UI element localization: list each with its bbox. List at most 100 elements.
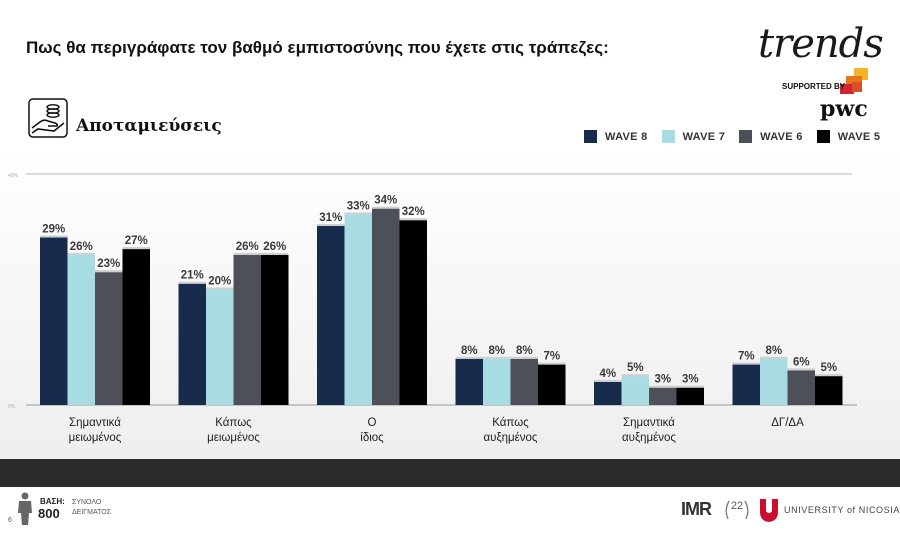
footer-band (0, 459, 900, 487)
data-label: 29% (42, 224, 65, 236)
bar (483, 358, 511, 405)
anniversary-laurel-icon (725, 500, 749, 520)
anniversary-number: 22 (730, 500, 744, 512)
legend-item-wave6: WAVE 6 (739, 130, 803, 143)
bar (510, 358, 538, 405)
category-label: ΔΓ/ΔΑ (771, 417, 804, 429)
supported-by-label: SUPPORTED BY (782, 82, 846, 91)
category-label: Κάπως (492, 417, 529, 429)
bar-cap (732, 362, 760, 365)
data-label: 8% (488, 345, 505, 357)
bar-cap (40, 235, 68, 238)
category-label: αυξημένος (484, 432, 538, 444)
data-label: 6% (793, 356, 810, 368)
legend-swatch (739, 130, 753, 143)
bar-cap (787, 368, 815, 371)
bar-cap (67, 252, 95, 255)
data-label: 26% (70, 241, 93, 253)
data-label: 21% (181, 270, 204, 282)
bar (676, 387, 704, 405)
section-title: Αποταμιεύσεις (76, 116, 222, 136)
data-label: 31% (319, 212, 342, 224)
base-value: 800 (38, 506, 60, 521)
bar (649, 387, 677, 405)
bar (67, 254, 95, 405)
trends-logo: trends (758, 21, 884, 67)
bar (732, 364, 760, 405)
y-tick-label: 0% (8, 404, 16, 410)
pwc-mark-icon (840, 68, 868, 94)
legend-label: WAVE 7 (682, 130, 726, 143)
bar-chart: 40% 0% 29% 26% 23% 27% Σημαντικά μειωμένος 21% 20… (8, 173, 857, 444)
bar (178, 283, 206, 405)
pwc-logo: pwc (820, 96, 868, 122)
sample-label: ΣΥΝΟΛΟ ΔΕΙΓΜΑΤΟΣ (72, 499, 112, 516)
bar-cap (510, 356, 538, 359)
bar-cap (95, 270, 123, 273)
bar-cap (178, 281, 206, 284)
data-label: 8% (765, 345, 782, 357)
imr-logo: IMR (681, 499, 712, 519)
data-label: 27% (125, 235, 148, 247)
category-label: μειωμένος (69, 432, 122, 444)
bar (621, 376, 649, 405)
data-label: 33% (347, 200, 370, 212)
bar (317, 225, 345, 405)
question-title: Πως θα περιγράφατε τον βαθμό εμπιστοσύνη… (26, 38, 609, 57)
category-label: ίδιος (360, 432, 384, 444)
bar-cap (760, 356, 788, 359)
category-label: Κάπως (215, 417, 252, 429)
data-label: 34% (374, 195, 397, 207)
data-label: 5% (820, 362, 837, 374)
bar (787, 370, 815, 405)
legend-item-wave5: WAVE 5 (816, 130, 881, 143)
bar (538, 364, 566, 405)
data-label: 5% (627, 362, 644, 374)
data-label: 26% (263, 241, 286, 253)
unic-shield-icon (760, 499, 778, 522)
bar-cap (122, 247, 150, 250)
base-label: ΒΑΣΗ: (40, 497, 65, 506)
bar (372, 208, 400, 405)
chart-legend: WAVE 8 WAVE 7 WAVE 6 WAVE 5 (584, 130, 880, 143)
bar-cap (372, 206, 400, 209)
bar-cap (621, 374, 649, 377)
bar-cap (676, 385, 704, 388)
bar-cap (594, 379, 622, 382)
bar (760, 358, 788, 405)
category-label: Ο (368, 417, 377, 429)
legend-swatch (661, 130, 675, 143)
data-label: 8% (461, 345, 478, 357)
category-label: αυξημένος (622, 432, 676, 444)
page-number: 6 (8, 517, 12, 524)
legend-item-wave8: WAVE 8 (584, 130, 648, 143)
bar (206, 289, 234, 405)
data-label: 20% (208, 276, 231, 288)
bar (261, 254, 289, 405)
bar-cap (649, 385, 677, 388)
bar-cap (233, 252, 261, 255)
bar (815, 376, 843, 405)
data-label: 8% (516, 345, 533, 357)
data-label: 32% (402, 206, 425, 218)
bar-cap (815, 374, 843, 377)
bar-cap (344, 212, 372, 215)
data-label: 3% (654, 374, 671, 386)
bar-cap (483, 356, 511, 359)
data-label: 7% (543, 351, 560, 363)
bar-cap (261, 252, 289, 255)
y-tick-label: 40% (8, 173, 19, 179)
bar (40, 237, 68, 405)
bar (233, 254, 261, 405)
university-logo: UNIVERSITY of NICOSIA (784, 505, 900, 515)
bar-cap (455, 356, 483, 359)
bar-cap (399, 218, 427, 221)
data-label: 26% (236, 241, 259, 253)
person-icon (18, 492, 32, 525)
data-label: 23% (97, 258, 120, 270)
bar (95, 272, 123, 405)
category-label: μειωμένος (207, 432, 260, 444)
bar (344, 214, 372, 405)
data-label: 3% (682, 374, 699, 386)
